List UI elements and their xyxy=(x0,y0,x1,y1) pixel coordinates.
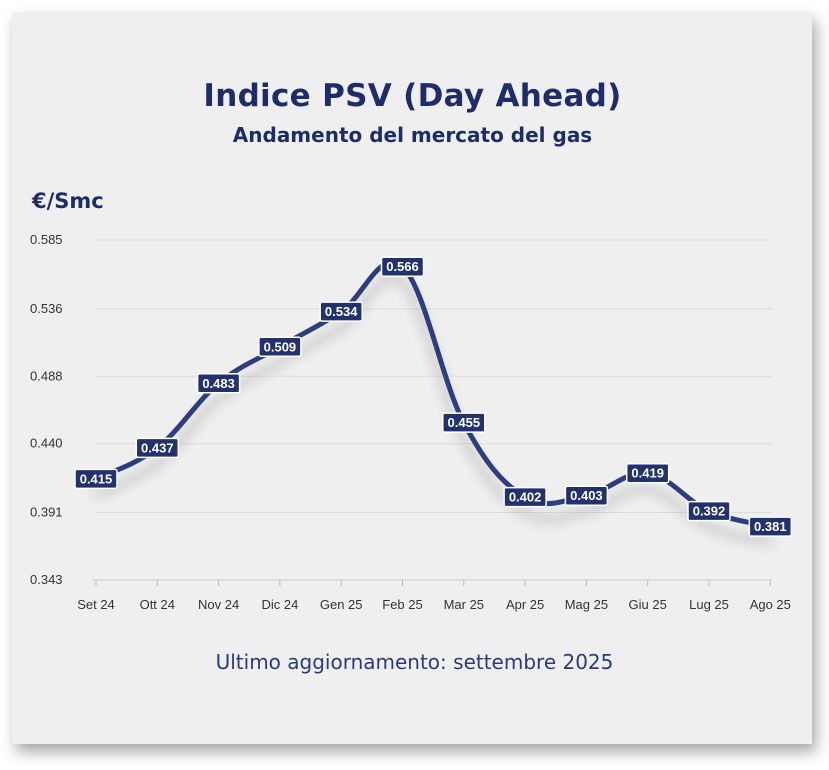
x-tick-label: Nov 24 xyxy=(198,597,239,612)
x-tick-label: Apr 25 xyxy=(506,597,544,612)
data-point-label: 0.534 xyxy=(319,301,363,322)
x-tick-label: Giu 25 xyxy=(629,597,667,612)
x-tick-label: Ago 25 xyxy=(750,597,791,612)
y-tick-label: 0.343 xyxy=(30,572,63,587)
x-tick-label: Set 24 xyxy=(77,597,115,612)
chart-card xyxy=(12,12,812,744)
data-label-text: 0.403 xyxy=(570,488,603,503)
data-label-box xyxy=(564,485,609,506)
data-point-label: 0.392 xyxy=(687,500,731,522)
data-label-text: 0.381 xyxy=(754,519,787,534)
data-label-box xyxy=(442,412,486,433)
data-point-label: 0.483 xyxy=(196,373,241,394)
data-label-box xyxy=(258,336,302,358)
y-tick-label: 0.440 xyxy=(30,436,63,451)
data-point-label: 0.509 xyxy=(258,336,302,358)
y-axis-unit-label: €/Smc xyxy=(32,189,104,213)
data-label-text: 0.455 xyxy=(448,415,481,430)
data-point-label: 0.455 xyxy=(442,412,486,433)
last-update-footer: Ultimo aggiornamento: settembre 2025 xyxy=(215,650,614,674)
data-point-label: 0.415 xyxy=(74,468,118,490)
data-point-label: 0.402 xyxy=(503,486,547,508)
y-tick-label: 0.536 xyxy=(30,301,63,316)
data-label-box xyxy=(625,462,670,484)
y-axis-ticks: 0.343 0.391 0.440 0.488 0.536 0.585 xyxy=(30,232,63,587)
data-point-label: 0.403 xyxy=(564,485,609,506)
data-label-text: 0.392 xyxy=(693,504,726,519)
data-label-text: 0.483 xyxy=(202,376,235,391)
x-tick-label: Gen 25 xyxy=(320,597,363,612)
data-label-text: 0.402 xyxy=(509,490,542,505)
data-label-box xyxy=(380,256,425,277)
gridlines xyxy=(96,239,772,514)
series-line-psv xyxy=(93,259,773,530)
data-label-text: 0.437 xyxy=(141,440,174,455)
chart-subtitle: Andamento del mercato del gas xyxy=(232,123,593,147)
data-label-box xyxy=(74,468,118,490)
x-axis-ticks: Set 24 Ott 24 Nov 24 Dic 24 Gen 25 Feb 25 Mar … xyxy=(77,579,791,612)
data-label-box xyxy=(503,486,547,508)
data-point-label: 0.437 xyxy=(135,437,180,459)
data-label-box xyxy=(748,516,793,537)
series-line-group xyxy=(93,259,773,530)
data-point-label: 0.566 xyxy=(380,256,425,277)
data-label-text: 0.534 xyxy=(325,304,358,319)
data-point-label: 0.381 xyxy=(748,516,793,537)
data-point-label: 0.419 xyxy=(625,462,670,484)
data-label-box xyxy=(687,500,731,522)
x-tick-label: Feb 25 xyxy=(382,597,422,612)
x-tick-label: Ott 24 xyxy=(140,597,175,612)
y-tick-label: 0.391 xyxy=(30,505,63,520)
x-tick-label: Mar 25 xyxy=(444,597,484,612)
data-label-text: 0.419 xyxy=(631,466,664,481)
data-label-box xyxy=(196,373,241,394)
chart-title: Indice PSV (Day Ahead) xyxy=(203,78,622,114)
data-labels: 0.415 0.437 0.483 0.509 0.534 0.566 0.455 0.402… xyxy=(74,256,793,537)
x-tick-label: Dic 24 xyxy=(261,597,298,612)
x-tick-label: Mag 25 xyxy=(565,597,608,612)
y-tick-label: 0.585 xyxy=(30,232,63,247)
data-label-text: 0.566 xyxy=(386,259,419,274)
data-label-box xyxy=(135,437,180,459)
data-label-text: 0.415 xyxy=(80,471,113,486)
data-label-box xyxy=(319,301,363,322)
x-tick-label: Lug 25 xyxy=(689,597,729,612)
data-label-text: 0.509 xyxy=(264,339,297,354)
y-tick-label: 0.488 xyxy=(30,368,63,383)
